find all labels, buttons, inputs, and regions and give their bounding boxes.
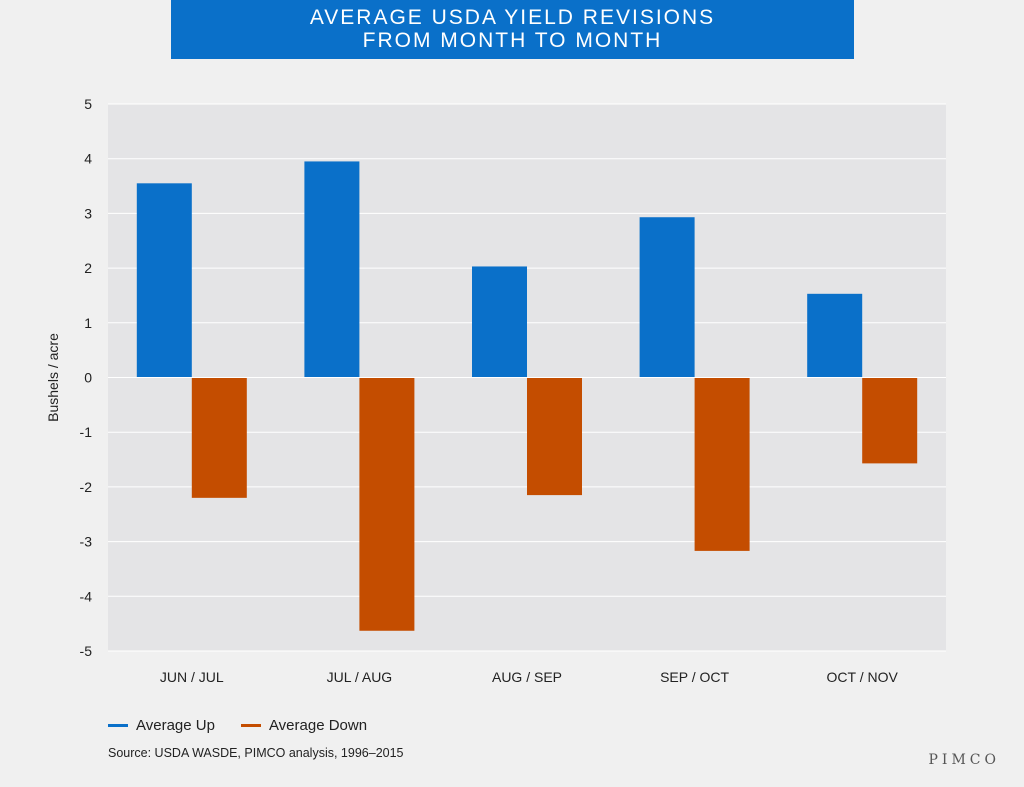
- legend-item-average-down: Average Down: [240, 717, 368, 734]
- legend-label-average-up: Average Up: [136, 717, 215, 734]
- y-tick-label: -4: [80, 588, 93, 604]
- bar-average-up: [472, 266, 527, 378]
- bar-average-down: [527, 377, 582, 496]
- chart-title-line-2: FROM MONTH TO MONTH: [362, 29, 663, 52]
- bar-average-down: [862, 377, 918, 464]
- x-tick-label: JUN / JUL: [160, 669, 224, 685]
- y-tick-label: 0: [84, 370, 92, 386]
- legend: Average Up Average Down: [108, 717, 393, 734]
- legend-item-average-up: Average Up: [108, 717, 215, 734]
- legend-swatch-average-down: [240, 724, 261, 727]
- bar-average-up: [136, 183, 192, 378]
- y-tick-label: -1: [80, 424, 93, 440]
- source-note: Source: USDA WASDE, PIMCO analysis, 1996…: [108, 746, 404, 760]
- x-tick-label: AUG / SEP: [492, 669, 562, 685]
- bar-average-up: [304, 161, 360, 378]
- y-tick-label: -5: [80, 643, 93, 659]
- x-tick-label: SEP / OCT: [660, 669, 729, 685]
- y-tick-label: -3: [80, 534, 93, 550]
- x-tick-label: JUL / AUG: [327, 669, 393, 685]
- chart-title: AVERAGE USDA YIELD REVISIONS FROM MONTH …: [171, 0, 854, 59]
- y-tick-label: 3: [84, 205, 92, 221]
- y-tick-label: 1: [84, 315, 92, 331]
- x-tick-label: OCT / NOV: [827, 669, 899, 685]
- y-tick-label: 4: [84, 151, 92, 167]
- y-tick-label: 2: [84, 260, 92, 276]
- bar-average-down: [191, 377, 247, 498]
- y-tick-label: 5: [84, 96, 92, 112]
- legend-swatch-average-up: [108, 724, 128, 727]
- y-tick-label: -2: [80, 479, 93, 495]
- legend-label-average-down: Average Down: [268, 717, 368, 734]
- bar-average-up: [807, 293, 863, 378]
- bar-average-down: [694, 377, 750, 551]
- bar-average-down: [359, 377, 415, 631]
- bar-average-up: [639, 217, 695, 378]
- brand-logo: PIMCO: [928, 752, 1000, 768]
- y-axis-label: Bushels / acre: [45, 333, 61, 422]
- chart-title-line-1: AVERAGE USDA YIELD REVISIONS: [309, 6, 716, 29]
